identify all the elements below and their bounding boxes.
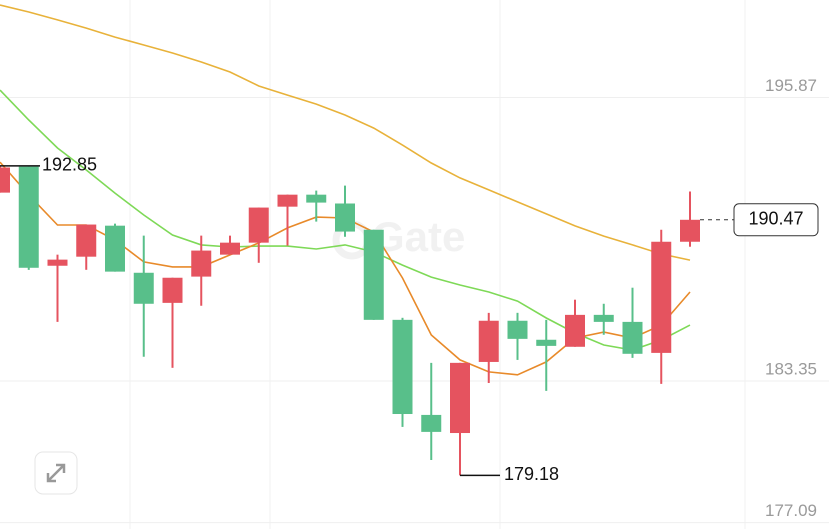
watermark: Gate (372, 213, 465, 260)
candle-body (680, 219, 700, 242)
candle-body (565, 314, 585, 347)
candle-body (450, 362, 470, 434)
y-tick-label: 183.35 (765, 359, 817, 378)
candle-body (0, 167, 10, 193)
candle-body (536, 339, 557, 346)
candle-body (421, 414, 442, 432)
candle-body (18, 166, 39, 268)
candle-body (76, 224, 97, 257)
y-tick-label: 195.87 (765, 76, 817, 95)
candle-body (191, 250, 212, 277)
candle-body (363, 229, 384, 320)
max-marker-label: 192.85 (42, 155, 97, 175)
candle-body (593, 314, 614, 322)
candle-body (622, 321, 643, 354)
candle-body (392, 319, 413, 415)
expand-button[interactable] (34, 451, 78, 495)
min-marker-label: 179.18 (504, 464, 559, 484)
vertical-grid (129, 0, 746, 529)
candle-body (651, 241, 672, 353)
last-price-box (733, 203, 819, 237)
last-price-label: 190.47 (748, 209, 803, 229)
candle-body (47, 259, 68, 266)
candle-body (220, 242, 240, 255)
candle-body (277, 194, 298, 207)
candle-body (478, 320, 499, 362)
candle-body (335, 203, 355, 232)
candle-body (306, 194, 327, 203)
candle-body (133, 272, 154, 304)
y-tick-label: 177.09 (765, 501, 817, 520)
watermark-group: Gate (332, 213, 465, 260)
candle-body (507, 320, 528, 339)
candle-body (248, 207, 269, 243)
candle-body (105, 225, 125, 272)
moving-average-line (0, 4, 691, 261)
expand-icon[interactable] (46, 463, 66, 483)
candle-body (162, 277, 183, 303)
